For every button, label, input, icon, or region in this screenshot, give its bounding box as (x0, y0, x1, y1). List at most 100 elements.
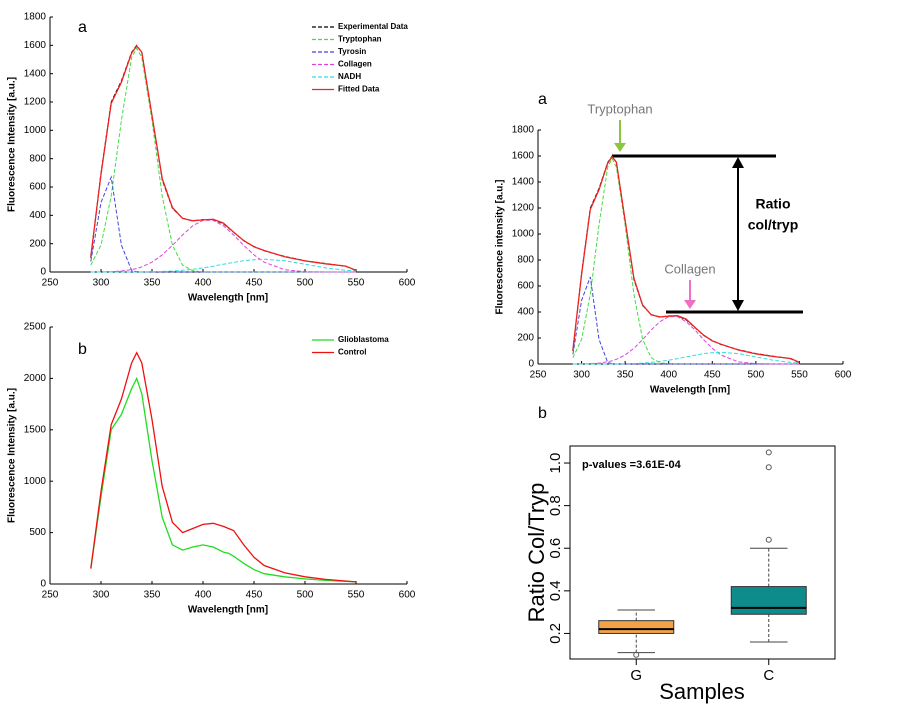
y-tick-label: 1400 (512, 177, 535, 188)
panel-label: a (78, 19, 87, 36)
x-tick-label: 400 (195, 278, 212, 289)
y-axis-label: Fluorescence intensity [a.u.] (495, 179, 506, 314)
line (90, 219, 356, 273)
y-tick-label: 400 (517, 307, 534, 318)
y-tick-label: 600 (517, 281, 534, 292)
box (730, 586, 807, 615)
x-tick-label: 600 (835, 370, 852, 381)
line (572, 276, 800, 365)
y-tick-label: 600 (29, 182, 46, 193)
y-tick-label: 200 (517, 333, 534, 344)
outlier (765, 464, 772, 471)
y-tick-label: 1500 (24, 424, 47, 435)
x-tick-label: 250 (530, 370, 547, 381)
y-tick-label: 2000 (24, 373, 47, 384)
x-tick-label: 350 (144, 590, 161, 601)
line (572, 351, 800, 365)
x-axis-label: Wavelength [nm] (650, 385, 730, 396)
x-tick-label: G (630, 667, 642, 684)
x-axis-label: Wavelength [nm] (188, 293, 268, 304)
y-tick-label: 1000 (24, 125, 47, 136)
panel-label: b (78, 341, 87, 358)
outlier (765, 449, 772, 456)
y-tick-label: 500 (29, 527, 46, 538)
y-tick-label: 1200 (24, 97, 47, 108)
annotation: Ratio (756, 196, 791, 212)
y-axis-label: Fluorescence Intensity [a.u.] (7, 388, 18, 523)
y-tick-label: 1600 (24, 40, 47, 51)
y-tick-label: 400 (29, 210, 46, 221)
plot-frame (569, 445, 836, 660)
line (90, 351, 357, 583)
x-tick-label: 300 (573, 370, 590, 381)
y-tick-label: 1600 (512, 151, 535, 162)
x-tick-label: 450 (704, 370, 721, 381)
legend-label: NADH (338, 72, 361, 81)
x-tick-label: 300 (93, 590, 110, 601)
y-tick-label: 1000 (24, 476, 47, 487)
x-tick-label: 350 (144, 278, 161, 289)
arrow-head (684, 300, 696, 309)
y-tick-label: 0.6 (547, 538, 564, 559)
y-tick-label: 1800 (512, 125, 535, 136)
y-tick-label: 1800 (24, 12, 47, 23)
y-tick-label: 800 (517, 255, 534, 266)
y-tick-label: 0 (528, 359, 534, 370)
y-tick-label: 2500 (24, 322, 47, 333)
x-tick-label: 450 (246, 278, 263, 289)
arrow-head (614, 143, 626, 152)
y-tick-label: 0.4 (547, 580, 564, 601)
x-tick-label: 500 (748, 370, 765, 381)
line (90, 47, 356, 273)
panel-label: b (538, 405, 547, 422)
annotation: Collagen (664, 261, 715, 276)
x-tick-label: 400 (195, 590, 212, 601)
legend-label: Tryptophan (338, 35, 382, 44)
x-tick-label: 600 (399, 278, 416, 289)
legend-label: Fitted Data (338, 85, 380, 94)
line (572, 316, 800, 365)
x-tick-label: C (763, 667, 774, 684)
y-tick-label: 1000 (512, 229, 535, 240)
y-tick-label: 0 (40, 267, 46, 278)
legend-label: Glioblastoma (338, 335, 389, 344)
line (90, 44, 357, 272)
y-tick-label: 0.8 (547, 495, 564, 516)
outlier (633, 651, 640, 658)
x-tick-label: 550 (348, 278, 365, 289)
x-tick-label: 250 (42, 278, 59, 289)
y-tick-label: 800 (29, 153, 46, 164)
x-tick-label: 500 (297, 278, 314, 289)
line (572, 155, 800, 364)
annotation: p-values =3.61E-04 (582, 459, 682, 471)
x-tick-label: 500 (297, 590, 314, 601)
outlier (765, 536, 772, 543)
x-axis-label: Wavelength [nm] (188, 605, 268, 616)
x-tick-label: 400 (660, 370, 677, 381)
line (90, 175, 356, 273)
y-tick-label: 1.0 (547, 453, 564, 474)
line (90, 376, 357, 583)
x-axis-label: Samples (659, 679, 745, 704)
line (572, 155, 800, 363)
line (90, 44, 357, 271)
x-tick-label: 600 (399, 590, 416, 601)
x-tick-label: 300 (93, 278, 110, 289)
panel-label: a (538, 91, 547, 108)
annotation: Tryptophan (587, 101, 652, 116)
x-tick-label: 250 (42, 590, 59, 601)
x-tick-label: 550 (791, 370, 808, 381)
x-tick-label: 550 (348, 590, 365, 601)
y-tick-label: 1200 (512, 203, 535, 214)
y-tick-label: 200 (29, 238, 46, 249)
y-axis-label: Ratio Col/Tryp (524, 483, 549, 623)
line (90, 258, 357, 273)
annotation: col/tryp (748, 217, 799, 233)
y-tick-label: 1400 (24, 68, 47, 79)
legend-label: Tyrosin (338, 47, 366, 56)
y-tick-label: 0.2 (547, 623, 564, 644)
x-tick-label: 450 (246, 590, 263, 601)
legend-label: Control (338, 348, 366, 357)
y-axis-label: Fluorescence Intensity [a.u.] (7, 77, 18, 212)
